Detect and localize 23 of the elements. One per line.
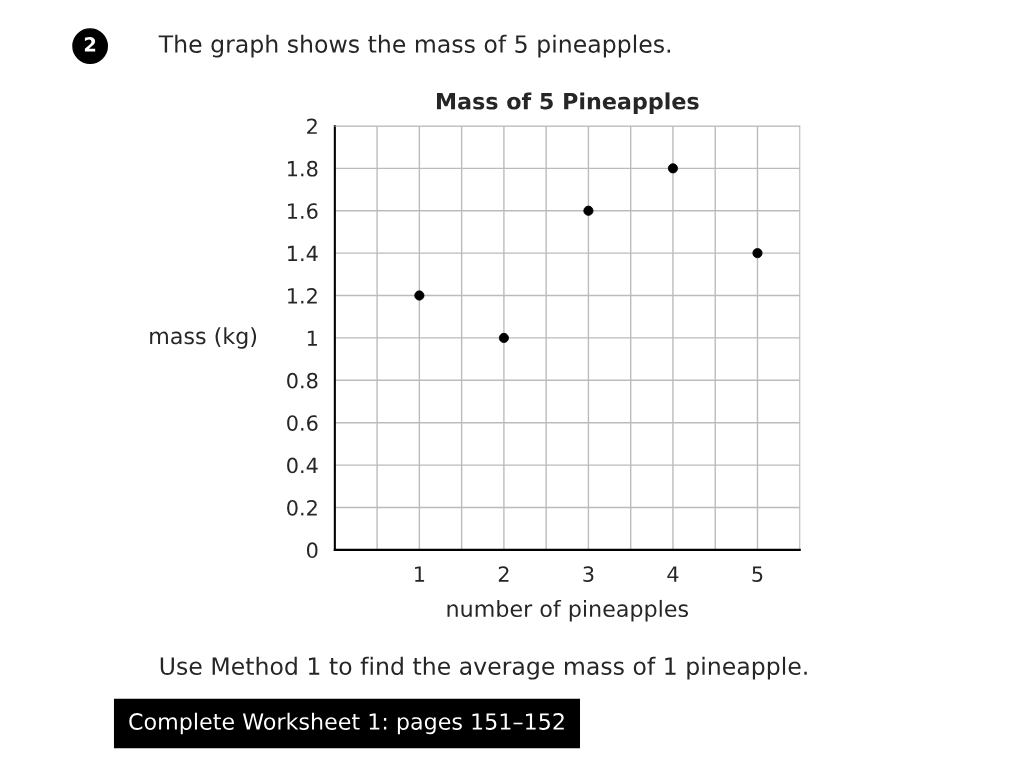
y-tick-label: 0.2 [287,499,317,516]
text: Complete Worksheet 1: pages 151–152 [129,712,564,735]
y-tick-label: 2 [307,118,317,134]
text: 2 [84,37,96,52]
text: Use Method 1 to find the average mass of 1 pineapple. [160,656,807,680]
text: The graph shows the mass of 5 pineapples. [158,34,671,58]
x-tick-label: 4 [667,566,679,582]
chart-title: Mass of 5 Pineapples [436,92,699,114]
x-tick-label: 1 [415,566,425,582]
y-tick-label: 1.4 [288,245,318,262]
y-axis-title: mass (kg) [150,327,257,349]
y-tick-label: 0 [306,542,318,559]
y-tick-label: 0.8 [287,372,318,389]
y-tick-label: 0.6 [287,415,318,431]
x-tick-label: 3 [583,566,594,582]
y-tick-label: 1 [307,330,317,346]
x-tick-label: 5 [752,566,763,582]
x-axis-title: number of pineapples [447,599,688,622]
x-tick-label: 2 [498,566,509,582]
y-tick-label: 1.6 [288,203,318,219]
y-tick-label: 1.2 [288,287,317,304]
y-tick-label: 1.8 [288,160,318,177]
y-tick-label: 0.4 [287,457,318,474]
